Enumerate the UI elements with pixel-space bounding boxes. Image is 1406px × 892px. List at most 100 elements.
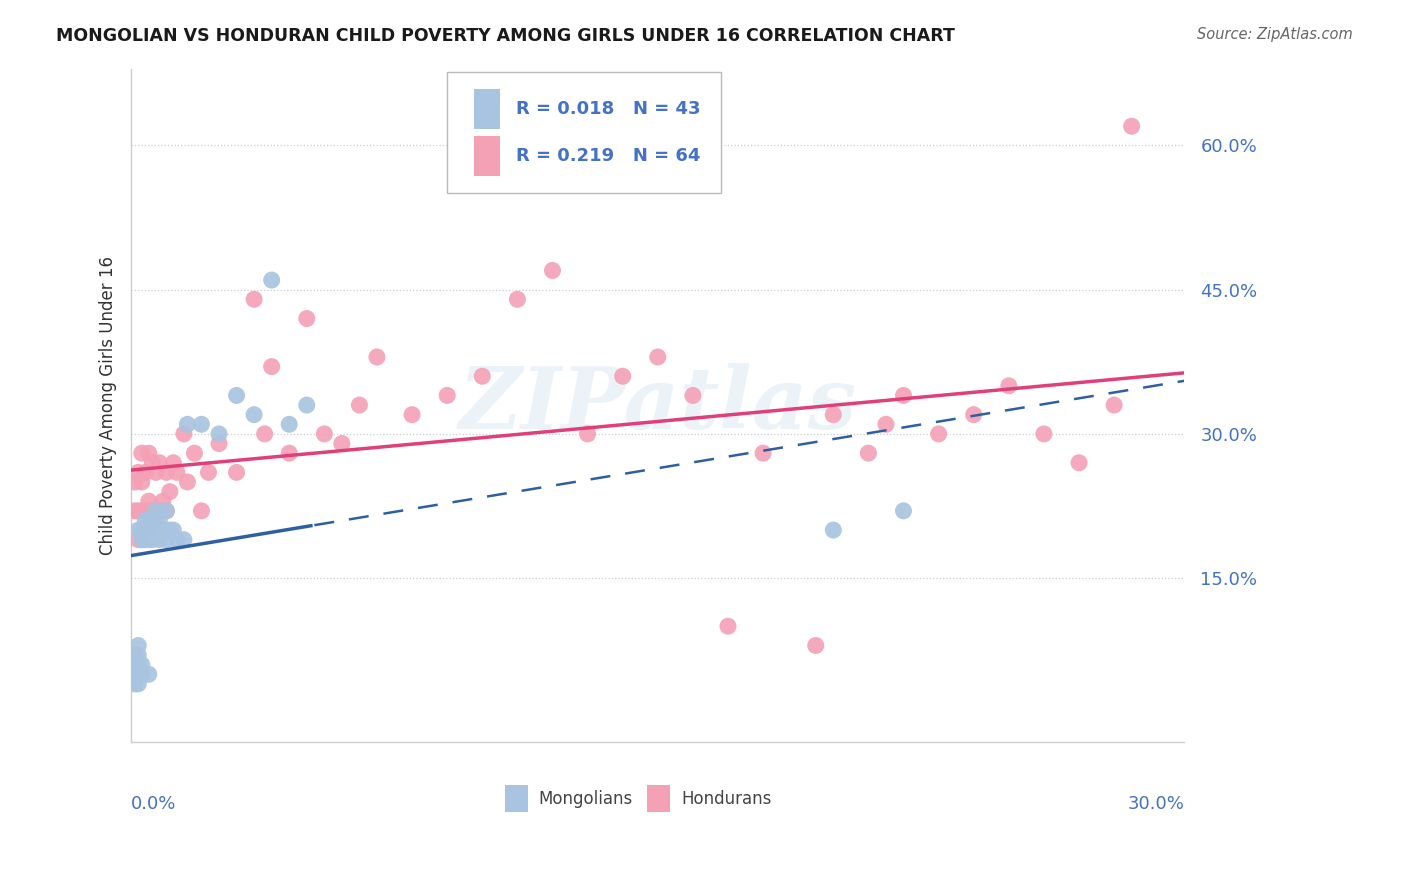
Point: [148, 456, 170, 470]
Point: [225, 388, 247, 402]
Point: [173, 426, 195, 441]
Point: [436, 388, 458, 402]
Text: Source: ZipAtlas.com: Source: ZipAtlas.com: [1197, 27, 1353, 42]
Point: [127, 504, 149, 518]
Point: [278, 446, 301, 460]
Point: [576, 426, 599, 441]
Point: [173, 533, 195, 547]
Text: Mongolians: Mongolians: [538, 789, 633, 808]
Point: [162, 456, 184, 470]
Point: [127, 677, 149, 691]
Point: [208, 426, 231, 441]
FancyBboxPatch shape: [474, 136, 499, 177]
Point: [145, 466, 167, 480]
Point: [208, 436, 231, 450]
Point: [1032, 426, 1054, 441]
Point: [148, 504, 170, 518]
Point: [138, 523, 160, 537]
Point: [682, 388, 704, 402]
Point: [197, 466, 219, 480]
Point: [823, 523, 845, 537]
Point: [141, 456, 163, 470]
Point: [647, 350, 669, 364]
Point: [401, 408, 423, 422]
Point: [928, 426, 950, 441]
Point: [131, 657, 153, 672]
Point: [141, 513, 163, 527]
Point: [823, 408, 845, 422]
Point: [506, 293, 529, 307]
Point: [176, 475, 198, 489]
Point: [127, 466, 149, 480]
Point: [145, 513, 167, 527]
Point: [243, 408, 266, 422]
Text: 30.0%: 30.0%: [1128, 796, 1184, 814]
Point: [127, 657, 149, 672]
Point: [155, 466, 177, 480]
Point: [1121, 119, 1143, 133]
Point: [1067, 456, 1090, 470]
Point: [138, 667, 160, 681]
Point: [875, 417, 897, 432]
Text: MONGOLIAN VS HONDURAN CHILD POVERTY AMONG GIRLS UNDER 16 CORRELATION CHART: MONGOLIAN VS HONDURAN CHILD POVERTY AMON…: [56, 27, 955, 45]
Point: [166, 466, 188, 480]
Point: [134, 533, 156, 547]
Point: [893, 504, 915, 518]
Point: [260, 273, 283, 287]
Point: [155, 504, 177, 518]
FancyBboxPatch shape: [647, 785, 671, 813]
Point: [124, 667, 146, 681]
Point: [166, 533, 188, 547]
Point: [253, 426, 276, 441]
Point: [134, 466, 156, 480]
Point: [131, 667, 153, 681]
Point: [330, 436, 353, 450]
Point: [858, 446, 880, 460]
Point: [295, 398, 318, 412]
Point: [131, 523, 153, 537]
Point: [138, 494, 160, 508]
Point: [148, 533, 170, 547]
Text: R = 0.219   N = 64: R = 0.219 N = 64: [516, 147, 700, 165]
Point: [131, 504, 153, 518]
Point: [260, 359, 283, 374]
FancyBboxPatch shape: [447, 72, 721, 193]
Point: [612, 369, 634, 384]
Point: [1102, 398, 1125, 412]
Point: [183, 446, 205, 460]
FancyBboxPatch shape: [505, 785, 529, 813]
Point: [804, 639, 827, 653]
Point: [349, 398, 371, 412]
Point: [141, 533, 163, 547]
Point: [134, 513, 156, 527]
Point: [295, 311, 318, 326]
Point: [138, 446, 160, 460]
Point: [176, 417, 198, 432]
Point: [124, 475, 146, 489]
Point: [145, 504, 167, 518]
Point: [127, 639, 149, 653]
Point: [131, 533, 153, 547]
Point: [134, 504, 156, 518]
Point: [131, 475, 153, 489]
Point: [138, 533, 160, 547]
Point: [152, 494, 174, 508]
Text: 0.0%: 0.0%: [131, 796, 177, 814]
Point: [893, 388, 915, 402]
Point: [314, 426, 336, 441]
Point: [124, 677, 146, 691]
Point: [541, 263, 564, 277]
Point: [152, 523, 174, 537]
Point: [278, 417, 301, 432]
Point: [134, 523, 156, 537]
Point: [124, 648, 146, 662]
Point: [998, 379, 1021, 393]
Y-axis label: Child Poverty Among Girls Under 16: Child Poverty Among Girls Under 16: [100, 256, 117, 555]
Point: [155, 533, 177, 547]
Point: [127, 533, 149, 547]
Text: ZIPatlas: ZIPatlas: [458, 363, 856, 447]
Point: [127, 648, 149, 662]
FancyBboxPatch shape: [474, 88, 499, 129]
Point: [148, 513, 170, 527]
Point: [159, 484, 181, 499]
